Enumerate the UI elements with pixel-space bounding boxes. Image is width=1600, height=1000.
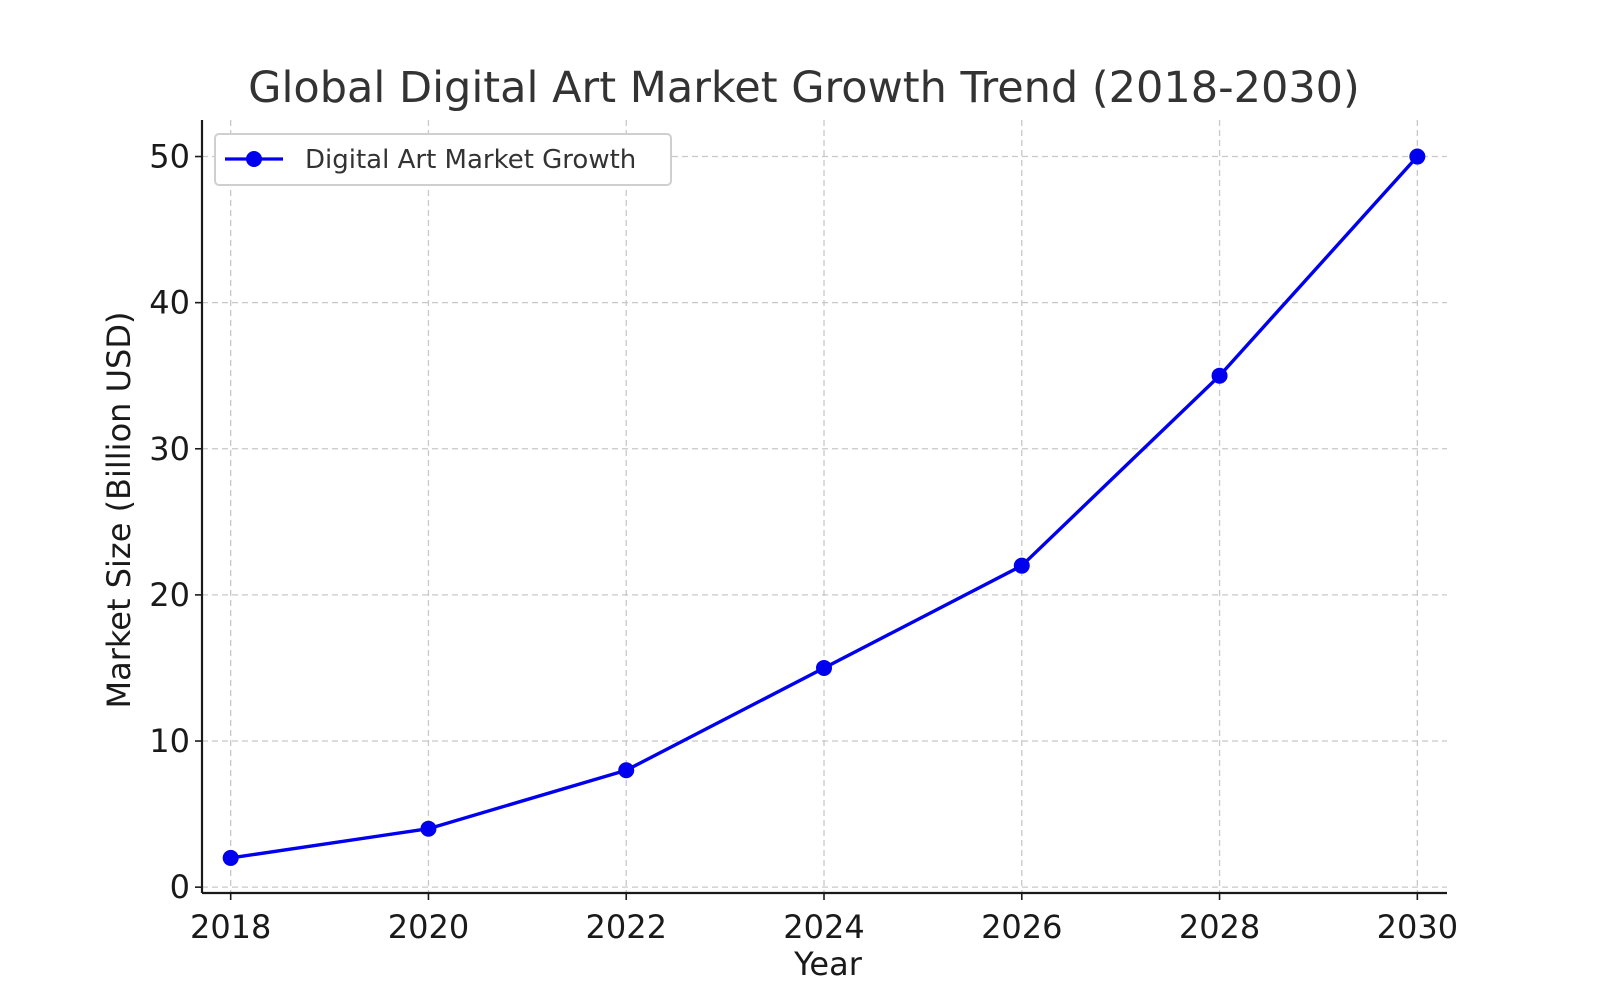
x-tick-label: 2026 bbox=[981, 908, 1062, 946]
data-point-2022 bbox=[618, 762, 635, 779]
data-point-2018 bbox=[222, 849, 239, 866]
legend-box bbox=[214, 133, 672, 186]
data-point-2028 bbox=[1211, 367, 1228, 384]
y-tick-label: 0 bbox=[170, 868, 190, 906]
x-tick-label: 2018 bbox=[190, 908, 271, 946]
data-point-2030 bbox=[1409, 148, 1426, 165]
legend-marker-swatch bbox=[246, 151, 262, 167]
legend-label-series: Digital Art Market Growth bbox=[305, 145, 636, 175]
y-tick-label: 20 bbox=[149, 576, 190, 614]
y-tick-label: 40 bbox=[149, 284, 190, 322]
x-axis-label: Year bbox=[793, 945, 863, 983]
y-tick-label: 50 bbox=[149, 138, 190, 176]
y-axis-label: Market Size (Billion USD) bbox=[100, 312, 138, 709]
y-tick-label: 30 bbox=[149, 430, 190, 468]
data-point-2020 bbox=[420, 820, 437, 837]
x-tick-label: 2020 bbox=[388, 908, 469, 946]
legend: Digital Art Market Growth bbox=[214, 133, 672, 186]
x-tick-label: 2022 bbox=[586, 908, 667, 946]
series-layer bbox=[222, 148, 1426, 866]
data-point-2024 bbox=[816, 659, 833, 676]
chart-title: Global Digital Art Market Growth Trend (… bbox=[248, 63, 1360, 113]
x-tick-label: 2028 bbox=[1179, 908, 1260, 946]
x-tick-label: 2030 bbox=[1377, 908, 1458, 946]
data-point-2026 bbox=[1013, 557, 1030, 574]
y-tick-label: 10 bbox=[149, 722, 190, 760]
x-tick-label: 2024 bbox=[783, 908, 864, 946]
